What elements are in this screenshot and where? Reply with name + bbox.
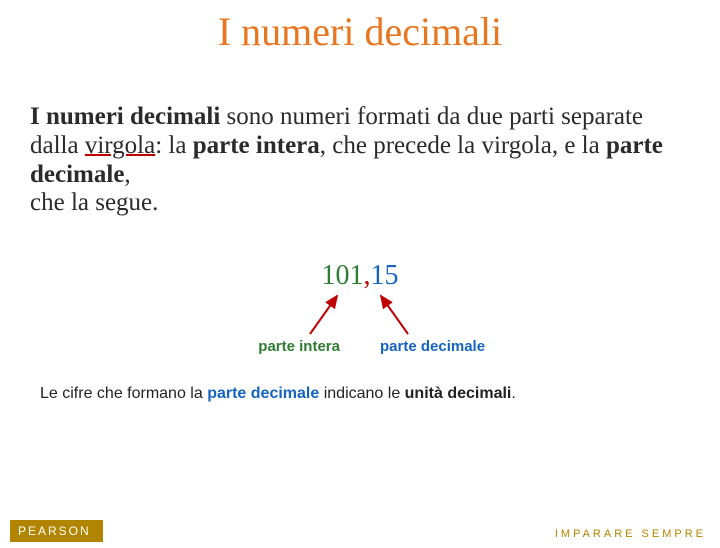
arrow-left [310,296,337,334]
body-seg-9: che la segue. [30,189,158,216]
body-seg-8: , [124,161,130,188]
footer-tagline: IMPARARE SEMPRE [555,528,706,540]
footer: PEARSON IMPARARE SEMPRE [0,520,720,548]
caption-end: . [511,385,515,402]
arrows-container [0,292,720,338]
arrow-right [381,296,408,334]
labels-row: parte interaparte decimale [0,338,720,355]
body-seg-1: I numeri decimali [30,103,220,130]
body-seg-3: virgola [85,132,155,159]
caption-pre: Le cifre che formano la [40,385,207,402]
arrows-svg [0,292,720,338]
body-seg-6: , che precede la virgola, e la [320,132,606,159]
example-comma: , [364,260,371,291]
label-integer: parte intera [0,338,360,355]
example-integer-part: 101 [322,260,364,291]
example-number: 101,15 [0,260,720,292]
example-decimal-part: 15 [371,260,399,291]
caption-bold2: unità decimali [405,385,512,402]
caption: Le cifre che formano la parte decimale i… [0,385,720,403]
body-paragraph: I numeri decimali sono numeri formati da… [0,103,720,218]
slide: I numeri decimali I numeri decimali sono… [0,8,720,548]
caption-post: indicano le [319,385,404,402]
slide-title: I numeri decimali [0,8,720,55]
caption-bold1: parte decimale [207,385,319,402]
brand-logo: PEARSON [10,520,103,542]
body-seg-5: parte intera [193,132,320,159]
label-decimal: parte decimale [360,338,720,355]
body-seg-4: : la [155,132,193,159]
